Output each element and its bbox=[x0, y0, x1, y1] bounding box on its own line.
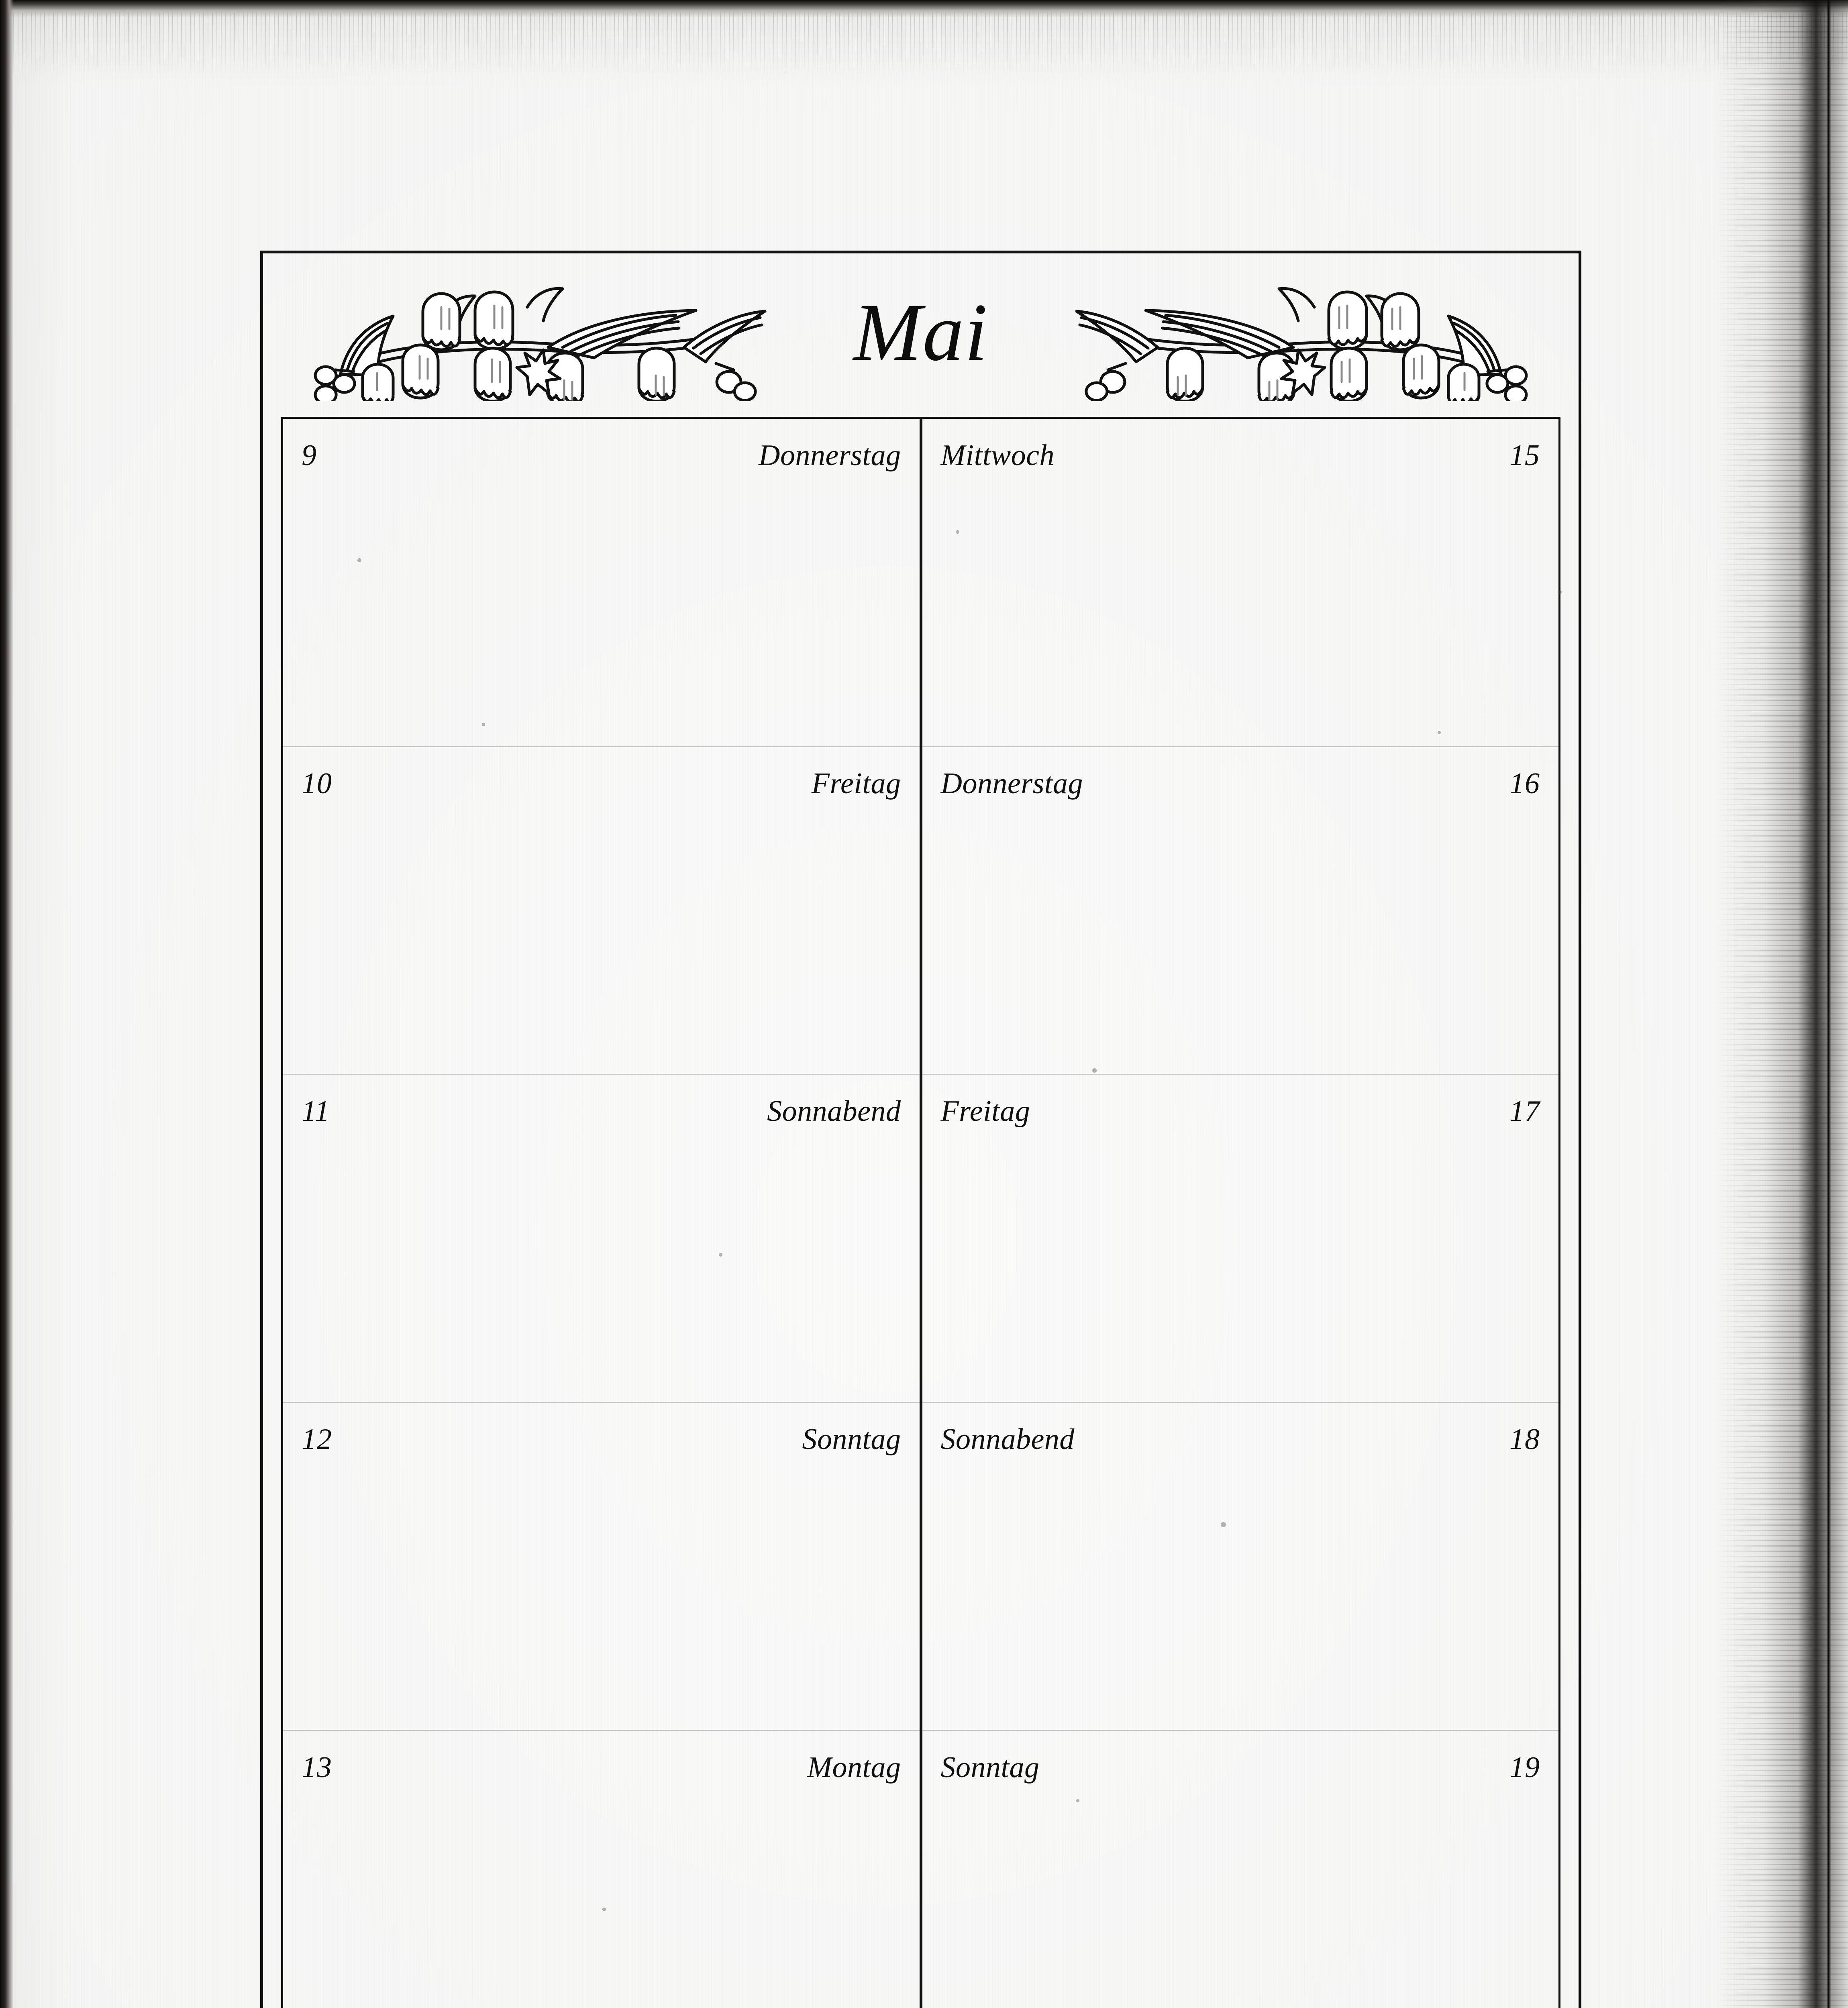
day-row[interactable]: Donnerstag 16 bbox=[922, 746, 1558, 1074]
day-number: 13 bbox=[302, 1751, 332, 1784]
day-row[interactable]: Sonnabend 18 bbox=[922, 1402, 1558, 1730]
day-number: 18 bbox=[1509, 1423, 1540, 1456]
scan-edge-top bbox=[0, 0, 1848, 18]
scan-edge-left-core bbox=[0, 0, 4, 2008]
day-number: 19 bbox=[1509, 1751, 1540, 1784]
scan-edge-right-hairline bbox=[1826, 0, 1831, 2008]
day-number: 17 bbox=[1509, 1095, 1540, 1128]
scan-edge-right bbox=[1715, 0, 1848, 2008]
day-weekday: Sonnabend bbox=[940, 1423, 1075, 1456]
day-weekday: Freitag bbox=[940, 1095, 1030, 1128]
day-weekday: Montag bbox=[807, 1751, 901, 1784]
lily-of-the-valley-ornament-left bbox=[302, 269, 768, 401]
day-row[interactable]: Mittwoch 15 bbox=[922, 419, 1559, 746]
day-weekday: Sonntag bbox=[802, 1423, 901, 1456]
day-row[interactable]: Freitag 17 bbox=[922, 1074, 1558, 1402]
outer-page-frame bbox=[260, 251, 1581, 2008]
day-number: 9 bbox=[302, 439, 317, 472]
scan-edge-top-fray bbox=[0, 0, 1848, 76]
day-weekday: Donnerstag bbox=[940, 767, 1083, 800]
calendar-table: 9 Donnerstag 10 Freitag 11 Sonnabend 12 … bbox=[281, 417, 1560, 2008]
day-number: 12 bbox=[302, 1423, 332, 1456]
day-weekday: Sonnabend bbox=[767, 1095, 901, 1128]
scan-edge-left bbox=[0, 0, 14, 2008]
page-header: Mai bbox=[260, 251, 1581, 419]
day-weekday: Mittwoch bbox=[940, 439, 1055, 472]
day-row[interactable]: 13 Montag bbox=[283, 1730, 920, 2008]
day-row[interactable]: Sonntag 19 bbox=[922, 1730, 1558, 2008]
month-title: Mai bbox=[853, 286, 989, 378]
day-number: 16 bbox=[1509, 767, 1540, 800]
day-row[interactable]: 11 Sonnabend bbox=[283, 1074, 920, 1402]
day-row[interactable]: 9 Donnerstag bbox=[283, 419, 920, 746]
day-weekday: Sonntag bbox=[940, 1751, 1040, 1784]
day-number: 15 bbox=[1509, 439, 1540, 472]
day-number: 11 bbox=[302, 1095, 330, 1128]
day-row[interactable]: 12 Sonntag bbox=[283, 1402, 920, 1730]
day-weekday: Freitag bbox=[811, 767, 901, 800]
calendar-column-left: 9 Donnerstag 10 Freitag 11 Sonnabend 12 … bbox=[283, 419, 922, 2008]
day-number: 10 bbox=[302, 767, 332, 800]
day-weekday: Donnerstag bbox=[759, 439, 901, 472]
calendar-column-right: Mittwoch 15 Donnerstag 16 Freitag 17 Son… bbox=[922, 419, 1559, 2008]
lily-of-the-valley-ornament-right bbox=[1073, 269, 1539, 401]
day-row[interactable]: 10 Freitag bbox=[283, 746, 920, 1074]
